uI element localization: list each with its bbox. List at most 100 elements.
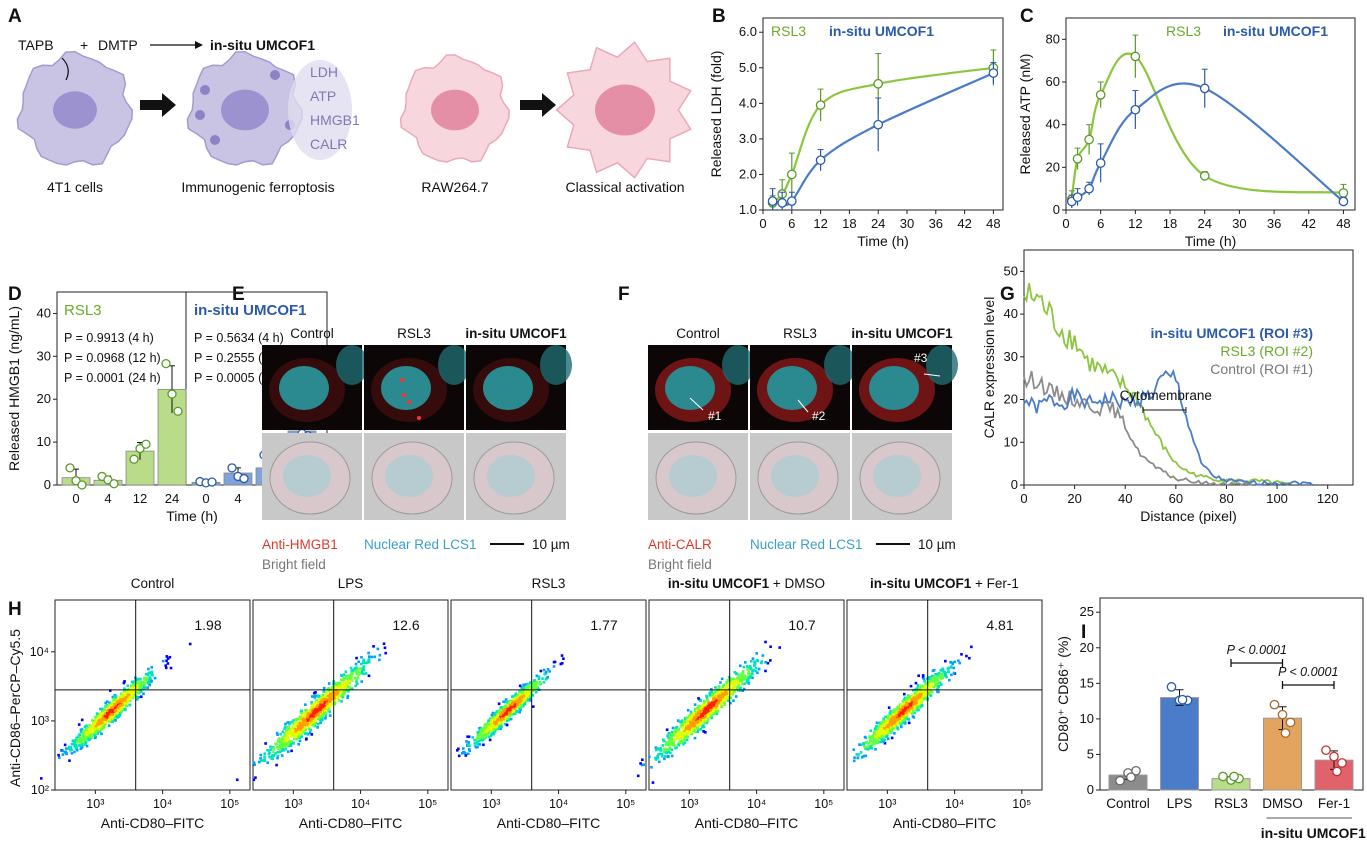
event — [292, 722, 296, 725]
event — [738, 664, 742, 668]
event — [283, 735, 286, 738]
event — [677, 727, 681, 731]
event — [927, 677, 931, 681]
event — [259, 753, 263, 757]
event — [870, 736, 874, 739]
event — [886, 728, 889, 731]
event — [928, 680, 932, 684]
event — [83, 736, 86, 740]
vesicle — [270, 70, 280, 80]
event — [365, 661, 369, 664]
event — [102, 718, 106, 721]
event — [885, 721, 889, 724]
event — [686, 708, 690, 712]
event — [507, 701, 510, 704]
event — [913, 706, 916, 709]
event — [494, 728, 497, 732]
event — [934, 682, 937, 686]
event — [517, 698, 520, 702]
event — [909, 701, 912, 704]
event — [298, 736, 302, 739]
event — [123, 687, 126, 691]
flow-plot-frame — [54, 599, 251, 791]
legend-bright-field: Bright field — [262, 557, 326, 572]
event — [922, 685, 926, 689]
event — [699, 710, 703, 714]
event — [675, 735, 679, 739]
event — [489, 734, 493, 738]
event — [322, 686, 326, 690]
y-tick-label: 4.0 — [739, 95, 757, 110]
event — [280, 742, 284, 746]
event — [916, 696, 919, 700]
released-factor-hmgb1: HMGB1 — [310, 112, 360, 128]
event — [488, 738, 492, 742]
event — [99, 721, 103, 725]
x-tick-label: 10⁵ — [814, 797, 833, 811]
event — [906, 697, 910, 700]
event — [511, 709, 515, 713]
event — [880, 721, 883, 725]
event — [281, 736, 284, 739]
event — [321, 693, 325, 697]
event — [915, 693, 918, 696]
event — [259, 757, 262, 760]
event — [300, 709, 303, 713]
event — [279, 732, 282, 736]
event — [252, 778, 256, 782]
event — [344, 674, 348, 678]
event — [457, 754, 461, 758]
event — [896, 706, 900, 710]
event — [518, 684, 522, 688]
event — [344, 686, 347, 689]
event — [296, 723, 299, 726]
event — [724, 689, 727, 693]
event — [507, 709, 510, 713]
event — [145, 678, 149, 682]
x-tick-label: 24 — [1197, 216, 1211, 231]
x-tick-label: 42 — [957, 216, 971, 231]
event — [39, 777, 43, 780]
event — [376, 647, 380, 651]
event — [543, 672, 547, 676]
event — [721, 689, 724, 693]
event — [683, 736, 686, 739]
event — [896, 727, 900, 731]
event — [660, 752, 664, 756]
event — [86, 735, 89, 739]
event — [370, 655, 374, 659]
event — [144, 681, 147, 685]
event — [498, 709, 501, 713]
event — [874, 735, 877, 738]
panel-label-H: H — [8, 599, 22, 620]
event — [740, 679, 744, 682]
event — [300, 711, 303, 715]
event — [894, 711, 898, 714]
event — [118, 708, 122, 711]
panel-label-F: F — [618, 284, 630, 305]
event — [120, 709, 123, 713]
p-value: P = 0.0968 (12 h) — [64, 351, 161, 365]
event — [689, 710, 693, 714]
event — [130, 695, 134, 698]
event — [111, 713, 115, 716]
event — [893, 723, 897, 726]
event — [142, 692, 145, 696]
event — [546, 675, 550, 679]
legend-cyan-channel: Nuclear Red LCS1 — [364, 537, 477, 552]
event — [122, 681, 126, 685]
y-tick-label: 0 — [1011, 477, 1018, 492]
event — [733, 680, 737, 684]
event — [367, 655, 371, 658]
event — [116, 698, 120, 701]
event — [655, 758, 658, 761]
event — [699, 699, 703, 703]
event — [906, 695, 910, 698]
event — [94, 715, 97, 719]
event — [514, 705, 518, 709]
replicate-point — [1269, 699, 1280, 710]
event — [319, 705, 323, 709]
event — [342, 673, 346, 676]
caption: RAW264.7 — [421, 179, 488, 195]
event — [869, 746, 872, 749]
